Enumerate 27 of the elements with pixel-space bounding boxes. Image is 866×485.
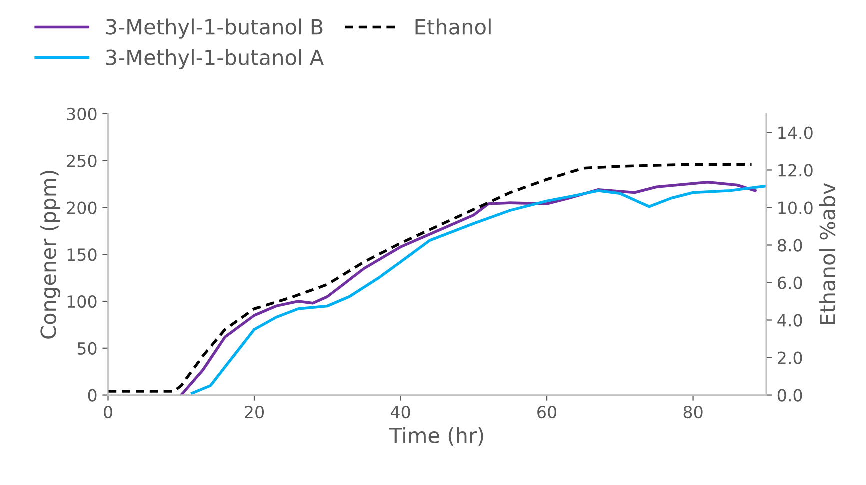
y-tick-label: 100 [68,295,97,308]
y-tick-label: 0 [88,389,97,402]
y2-tick-label: 6.0 [778,276,802,290]
line-series [108,163,754,393]
y2-tick-label: 4.0 [778,314,802,327]
x-tick-label: 80 [684,406,703,419]
x-axis-title: Time (hr) [389,427,484,446]
y2-axis-title: Ethanol %abv [819,183,836,324]
y-tick-label: 150 [68,248,97,262]
x-tick-label: 40 [390,406,410,419]
y-tick-label: 50 [78,342,97,355]
y-axis-title: Congener (ppm) [40,171,60,339]
legend-label: Ethanol [416,18,491,35]
legend-label: 3-Methyl-1-butanol A [106,49,324,70]
x-tick-label: 0 [104,406,112,419]
y-tick-label: 250 [67,154,97,168]
x-tick-label: 20 [245,406,264,419]
y2-tick-label: 14.0 [778,126,813,140]
legend-label: 3-Methyl-1-butanol B [106,18,323,39]
y-tick-label: 200 [67,202,97,214]
y-tick-label: 300 [67,108,97,121]
y2-tick-label: 0.0 [778,389,802,402]
y2-tick-label: 8.0 [778,239,802,252]
x-tick-label: 60 [538,406,557,419]
y2-tick-label: 12.0 [778,164,813,177]
y2-tick-label: 2.0 [778,352,802,364]
y2-tick-label: 10.0 [778,202,813,214]
